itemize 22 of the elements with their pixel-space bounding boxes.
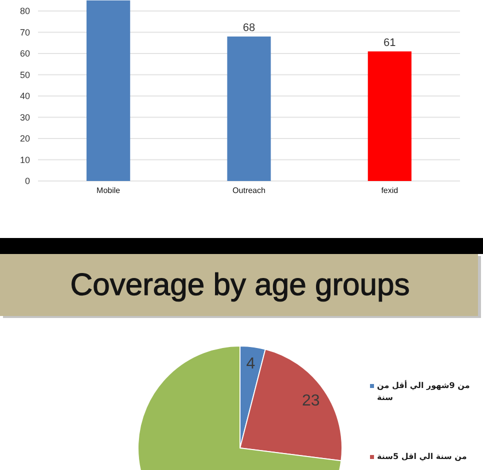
x-tick-label: Mobile [96,186,121,195]
y-tick-label: 80 [20,6,30,16]
x-tick-label: fexid [381,186,398,195]
y-tick-label: 0 [24,176,30,186]
x-tick-label: Outreach [232,186,266,195]
y-tick-label: 10 [20,154,30,165]
bar [227,36,271,181]
y-tick-label: 60 [20,48,30,59]
y-tick-label: 70 [20,27,30,38]
legend-label: من سنة الي اقل 5سنة [377,451,468,463]
data-label: 61 [384,36,396,49]
chart-title: Coverage by age groups [70,267,410,302]
y-tick-label: 30 [20,112,30,122]
y-tick-label: 20 [20,134,30,144]
bar [86,0,130,181]
y-tick-label: 40 [20,91,30,102]
data-label: 4 [246,355,256,372]
data-label: 23 [302,392,320,410]
legend-label: من 9شهور الي أقل من سنة [377,380,471,404]
y-tick-label: 50 [20,70,30,80]
data-label: 68 [242,22,256,34]
bar [368,51,412,181]
